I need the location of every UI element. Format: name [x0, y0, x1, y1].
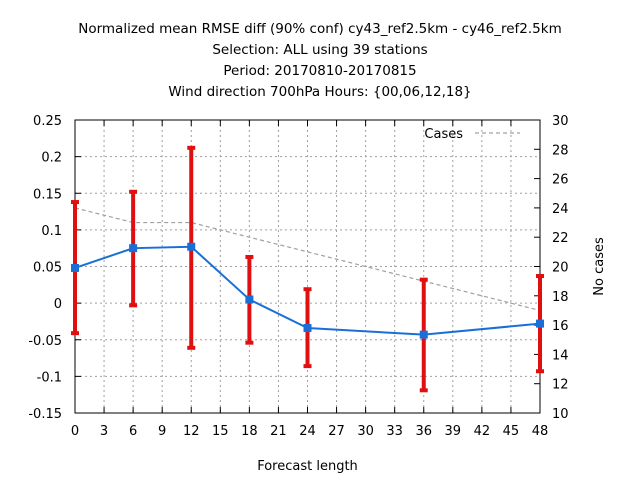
y-tick-label: 0.05 — [33, 261, 62, 276]
title-line: Normalized mean RMSE diff (90% conf) cy4… — [78, 21, 562, 37]
title-line: Period: 20170810-20170815 — [223, 63, 416, 79]
data-point — [71, 263, 79, 272]
x-tick-label: 33 — [386, 424, 403, 439]
x-tick-label: 12 — [183, 424, 200, 439]
data-point — [303, 324, 312, 333]
title-line: Wind direction 700hPa Hours: {00,06,12,1… — [168, 84, 471, 100]
y-tick-label: -0.1 — [37, 370, 62, 385]
y2-tick-label: 22 — [552, 231, 569, 246]
y2-tick-label: 26 — [552, 173, 569, 188]
y-tick-label: 0 — [54, 297, 62, 312]
data-point — [187, 242, 196, 251]
title-line: Selection: ALL using 39 stations — [212, 42, 427, 58]
y2-tick-label: 20 — [552, 261, 569, 276]
diff-series — [71, 242, 544, 339]
y2-axis-label: No cases — [592, 237, 607, 296]
x-tick-label: 3 — [100, 424, 108, 439]
y-tick-label: -0.15 — [28, 407, 62, 422]
x-tick-label: 6 — [129, 424, 137, 439]
y2-tick-label: 18 — [552, 290, 569, 305]
y-tick-label: -0.05 — [28, 334, 62, 349]
x-tick-label: 48 — [532, 424, 549, 439]
x-tick-label: 24 — [299, 424, 316, 439]
data-point — [419, 330, 428, 339]
x-tick-label: 42 — [474, 424, 491, 439]
y2-tick-label: 10 — [552, 407, 569, 422]
x-tick-label: 27 — [328, 424, 345, 439]
grid — [75, 120, 540, 413]
y-tick-label: 0.1 — [41, 224, 62, 239]
y-tick-label: 0.25 — [33, 114, 62, 129]
data-point — [129, 244, 138, 253]
axes: 0 3 6 9 12 15 18 21 24 27 30 33 36 39 42 45 480.250.20.1… — [28, 114, 607, 474]
y2-tick-label: 16 — [552, 319, 569, 334]
x-tick-label: 39 — [445, 424, 462, 439]
legend: Cases — [424, 127, 520, 142]
legend-label-cases: Cases — [424, 127, 463, 142]
y2-tick-label: 12 — [552, 378, 569, 393]
y2-tick-label: 28 — [552, 143, 569, 158]
data-point — [536, 319, 544, 328]
y2-tick-label: 14 — [552, 348, 569, 363]
y-tick-label: 0.2 — [41, 151, 62, 166]
x-tick-label: 45 — [503, 424, 520, 439]
x-tick-label: 30 — [357, 424, 374, 439]
data-point — [245, 295, 254, 304]
x-tick-label: 15 — [212, 424, 229, 439]
x-tick-label: 9 — [158, 424, 166, 439]
chart-title: Normalized mean RMSE diff (90% conf) cy4… — [78, 21, 562, 100]
x-tick-label: 21 — [270, 424, 287, 439]
error-bars — [71, 145, 544, 393]
x-axis-label: Forecast length — [257, 459, 358, 474]
x-tick-label: 18 — [241, 424, 258, 439]
x-tick-label: 36 — [415, 424, 432, 439]
y2-tick-label: 24 — [552, 202, 569, 217]
y2-tick-label: 30 — [552, 114, 569, 129]
y-tick-label: 0.15 — [33, 187, 62, 202]
x-tick-label: 0 — [71, 424, 79, 439]
